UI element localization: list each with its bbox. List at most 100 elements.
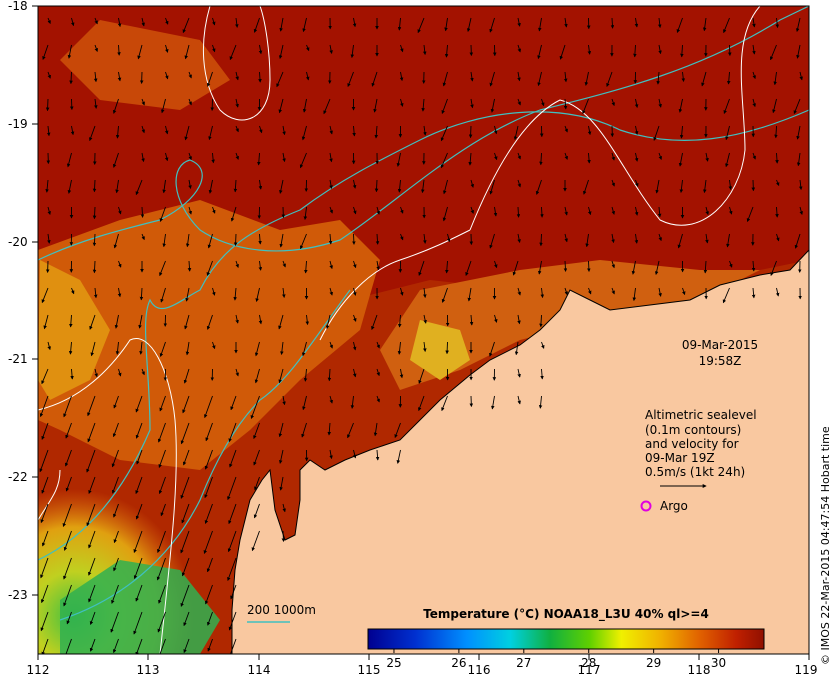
ocean-sst-green-patch [60,560,220,654]
velocity-arrow [537,260,542,275]
velocity-arrow [537,44,542,60]
velocity-arrow [259,125,263,134]
velocity-arrow [63,584,72,607]
velocity-arrow [375,233,380,245]
velocity-arrow [728,179,733,190]
velocity-arrow [301,341,307,357]
velocity-arrow [632,287,637,302]
velocity-arrow [517,287,521,296]
velocity-arrow [158,476,166,495]
velocity-arrow [494,152,498,161]
velocity-arrow [282,125,286,136]
velocity-arrow [394,422,401,439]
velocity-arrow [633,44,637,58]
velocity-arrow [70,368,74,380]
velocity-arrow [114,314,119,329]
velocity-arrow [329,341,333,349]
velocity-arrow [110,611,119,633]
velocity-arrow [678,98,683,113]
velocity-arrow [136,449,143,465]
velocity-arrow [418,395,425,412]
velocity-arrow [517,233,521,243]
velocity-arrow [212,17,216,26]
velocity-arrow [69,71,73,85]
velocity-arrow [257,152,261,166]
velocity-arrow [278,449,284,464]
lon-tick-label: 116 [468,663,491,677]
velocity-arrow [517,368,521,378]
velocity-arrow [490,98,495,113]
velocity-arrow [305,44,310,52]
velocity-arrow [160,503,166,517]
velocity-arrow [159,395,166,412]
velocity-arrow [469,314,474,326]
colorbar-ticks: 25 26 27 28 29 30 [386,649,726,670]
velocity-arrow [752,98,756,108]
velocity-arrow [329,125,333,135]
velocity-arrow [796,125,801,140]
velocity-arrow [513,125,519,141]
velocity-arrow [89,125,96,142]
argo-marker [640,500,652,512]
velocity-arrow [418,260,425,276]
velocity-arrow [68,341,73,355]
velocity-arrow [133,530,143,553]
colorbar-tick-label: 26 [451,656,466,670]
velocity-arrow [299,152,307,169]
sealevel-contour-sw [38,469,61,521]
velocity-arrow [611,98,615,107]
velocity-arrow [421,98,425,112]
velocity-arrow [93,71,98,83]
velocity-arrow [353,314,357,322]
velocity-arrow [302,395,307,411]
velocity-arrow [303,368,308,382]
map-border [37,5,810,655]
lat-tick-label: -21 [8,352,28,366]
velocity-arrow [538,17,542,32]
velocity-arrow [539,233,543,247]
velocity-arrow [159,341,166,357]
velocity-arrow [352,287,357,296]
velocity-arrow [41,287,49,304]
velocity-arrow [89,638,96,652]
velocity-arrow [537,71,542,87]
velocity-arrow [40,611,49,632]
velocity-arrow [251,530,260,552]
velocity-arrow [563,260,568,272]
velocity-arrow [255,287,260,302]
velocity-arrow [517,17,521,27]
velocity-arrow [634,206,639,216]
velocity-arrow [564,125,568,133]
velocity-arrow [86,449,96,473]
velocity-arrow [303,206,308,220]
velocity-arrow [160,98,166,114]
velocity-arrow [446,233,451,243]
velocity-arrow [514,341,519,356]
velocity-arrow [228,503,237,525]
velocity-arrow [165,71,169,80]
velocity-arrow [188,152,192,161]
velocity-arrow [159,206,166,222]
velocity-arrow [115,179,119,194]
velocity-arrow [751,287,756,299]
lon-tick-label: 114 [248,663,271,677]
velocity-arrow [376,341,380,349]
velocity-arrow [656,71,660,85]
velocity-arrow [774,125,778,139]
velocity-arrow [725,152,730,168]
velocity-arrow [228,611,237,631]
velocity-arrow [112,98,119,114]
velocity-arrow [92,233,97,247]
velocity-arrow [158,584,166,604]
velocity-arrow [587,152,591,164]
velocity-arrow [517,98,521,106]
velocity-arrow [188,179,192,189]
velocity-arrow [40,584,49,604]
velocity-arrow [204,584,213,605]
velocity-arrow [725,125,730,141]
legend-line: and velocity for [645,437,739,451]
velocity-arrow [280,341,284,355]
velocity-arrow [111,584,119,604]
velocity-arrows [39,17,803,654]
velocity-arrow [203,530,213,554]
